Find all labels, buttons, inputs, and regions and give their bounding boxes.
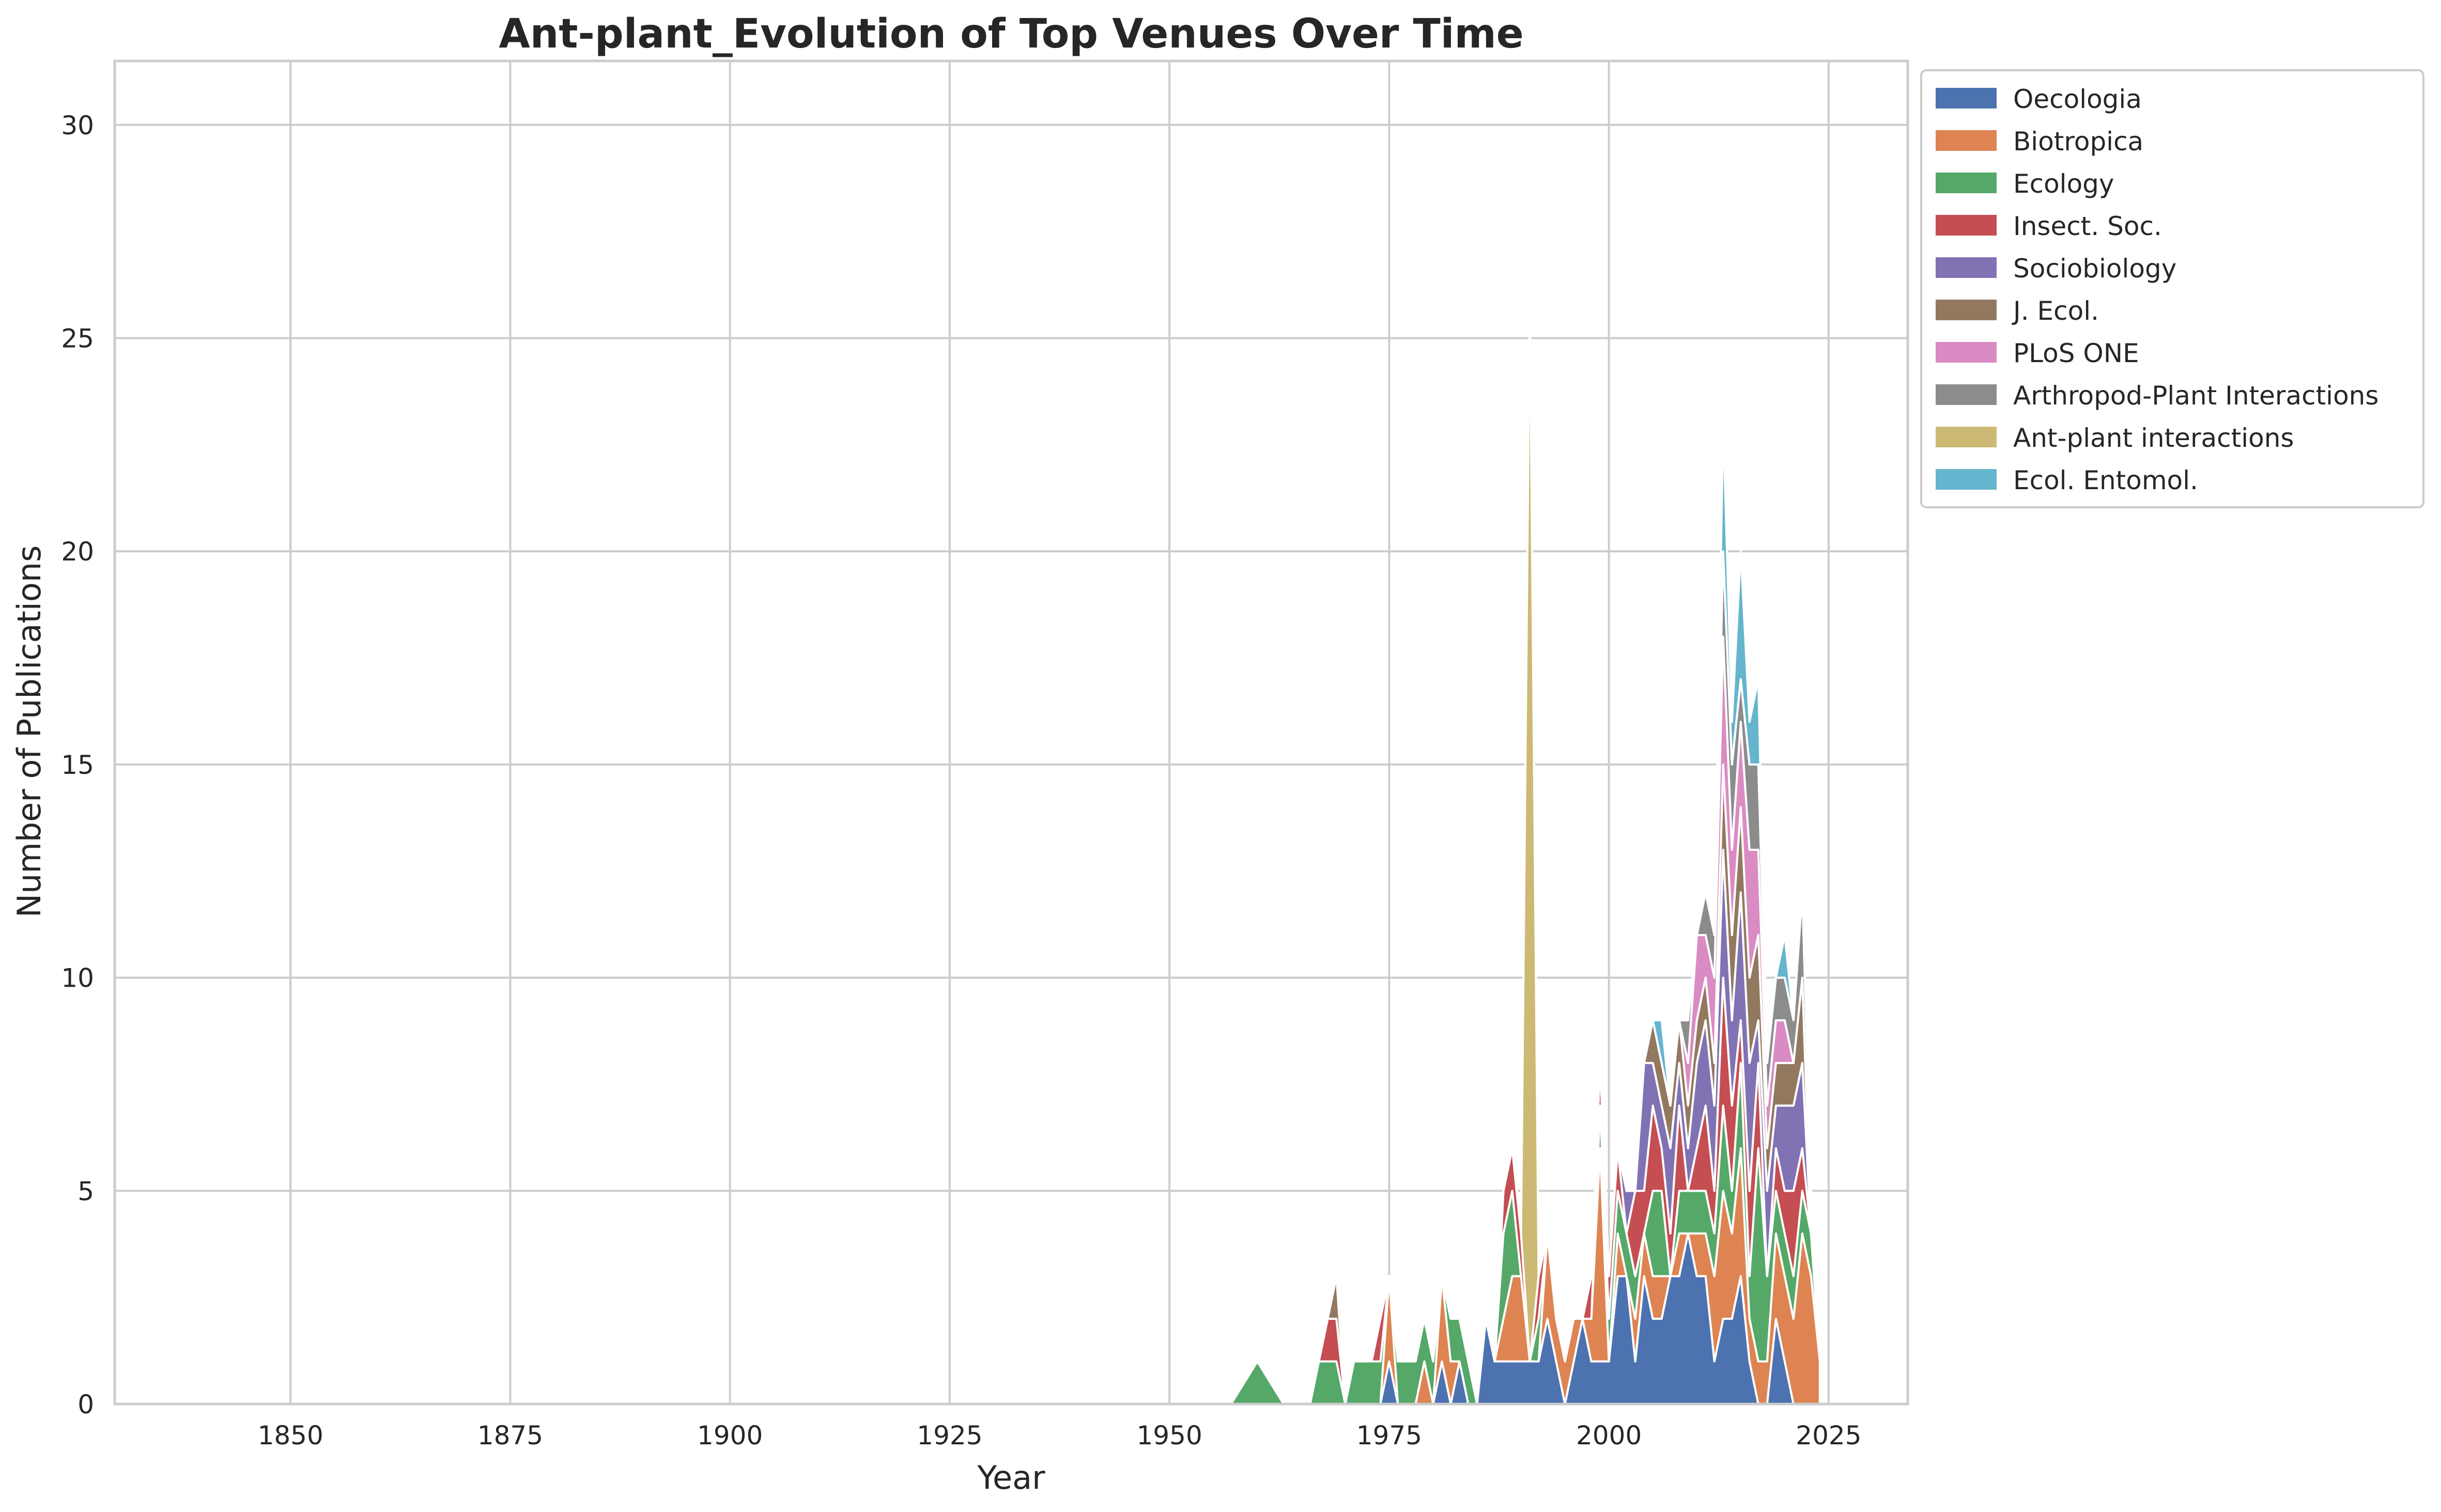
legend-label: Ecology [2013,169,2114,199]
legend-label: Sociobiology [2013,254,2176,284]
legend-label: PLoS ONE [2013,338,2139,368]
y-tick-label: 30 [61,111,94,141]
y-axis-label: Number of Publications [10,545,48,918]
legend-swatch [1936,384,1997,405]
legend-box [1920,69,2424,508]
legend: Oecologia Biotropica Ecology Insect. Soc. So… [1920,69,2424,508]
legend-label: Arthropod-Plant Interactions [2013,381,2378,411]
plot-border [113,59,1909,1406]
x-tick-label: 1850 [258,1421,323,1451]
y-tick-label: 15 [61,750,94,780]
legend-label: Ecol. Entomol. [2013,465,2198,495]
y-tick-label: 25 [61,324,94,354]
x-axis-label: Year [977,1459,1045,1497]
legend-swatch [1936,215,1997,236]
legend-label: Insect. Soc. [2013,211,2162,241]
tick-labels: 1850 1875 1900 1925 1950 1975 2000 202505101520… [61,111,1861,1451]
legend-swatch [1936,88,1997,108]
x-tick-label: 2025 [1796,1421,1861,1451]
x-tick-label: 1950 [1137,1421,1202,1451]
x-tick-label: 1875 [477,1421,543,1451]
y-tick-label: 0 [78,1390,94,1420]
legend-swatch [1936,130,1997,151]
y-tick-label: 5 [78,1176,94,1206]
chart-title: Ant-plant_Evolution of Top Venues Over T… [499,11,1523,57]
legend-label: Ant-plant interactions [2013,423,2294,453]
legend-swatch [1936,173,1997,193]
y-tick-label: 10 [61,963,94,993]
x-tick-label: 2000 [1576,1421,1642,1451]
legend-swatch [1936,300,1997,320]
legend-swatch [1936,469,1997,490]
legend-label: Oecologia [2013,84,2142,114]
plot-areas [1230,294,1821,1405]
x-tick-label: 1975 [1356,1421,1422,1451]
x-tick-label: 1900 [697,1421,763,1451]
y-tick-label: 20 [61,537,94,567]
legend-swatch [1936,257,1997,278]
plot-frame [113,59,1909,1406]
x-tick-label: 1925 [917,1421,982,1451]
legend-swatch [1936,427,1997,447]
area-series-10 [1230,294,1821,1405]
legend-label: Biotropica [2013,127,2143,157]
legend-label: J. Ecol. [2012,296,2099,326]
legend-swatch [1936,342,1997,363]
